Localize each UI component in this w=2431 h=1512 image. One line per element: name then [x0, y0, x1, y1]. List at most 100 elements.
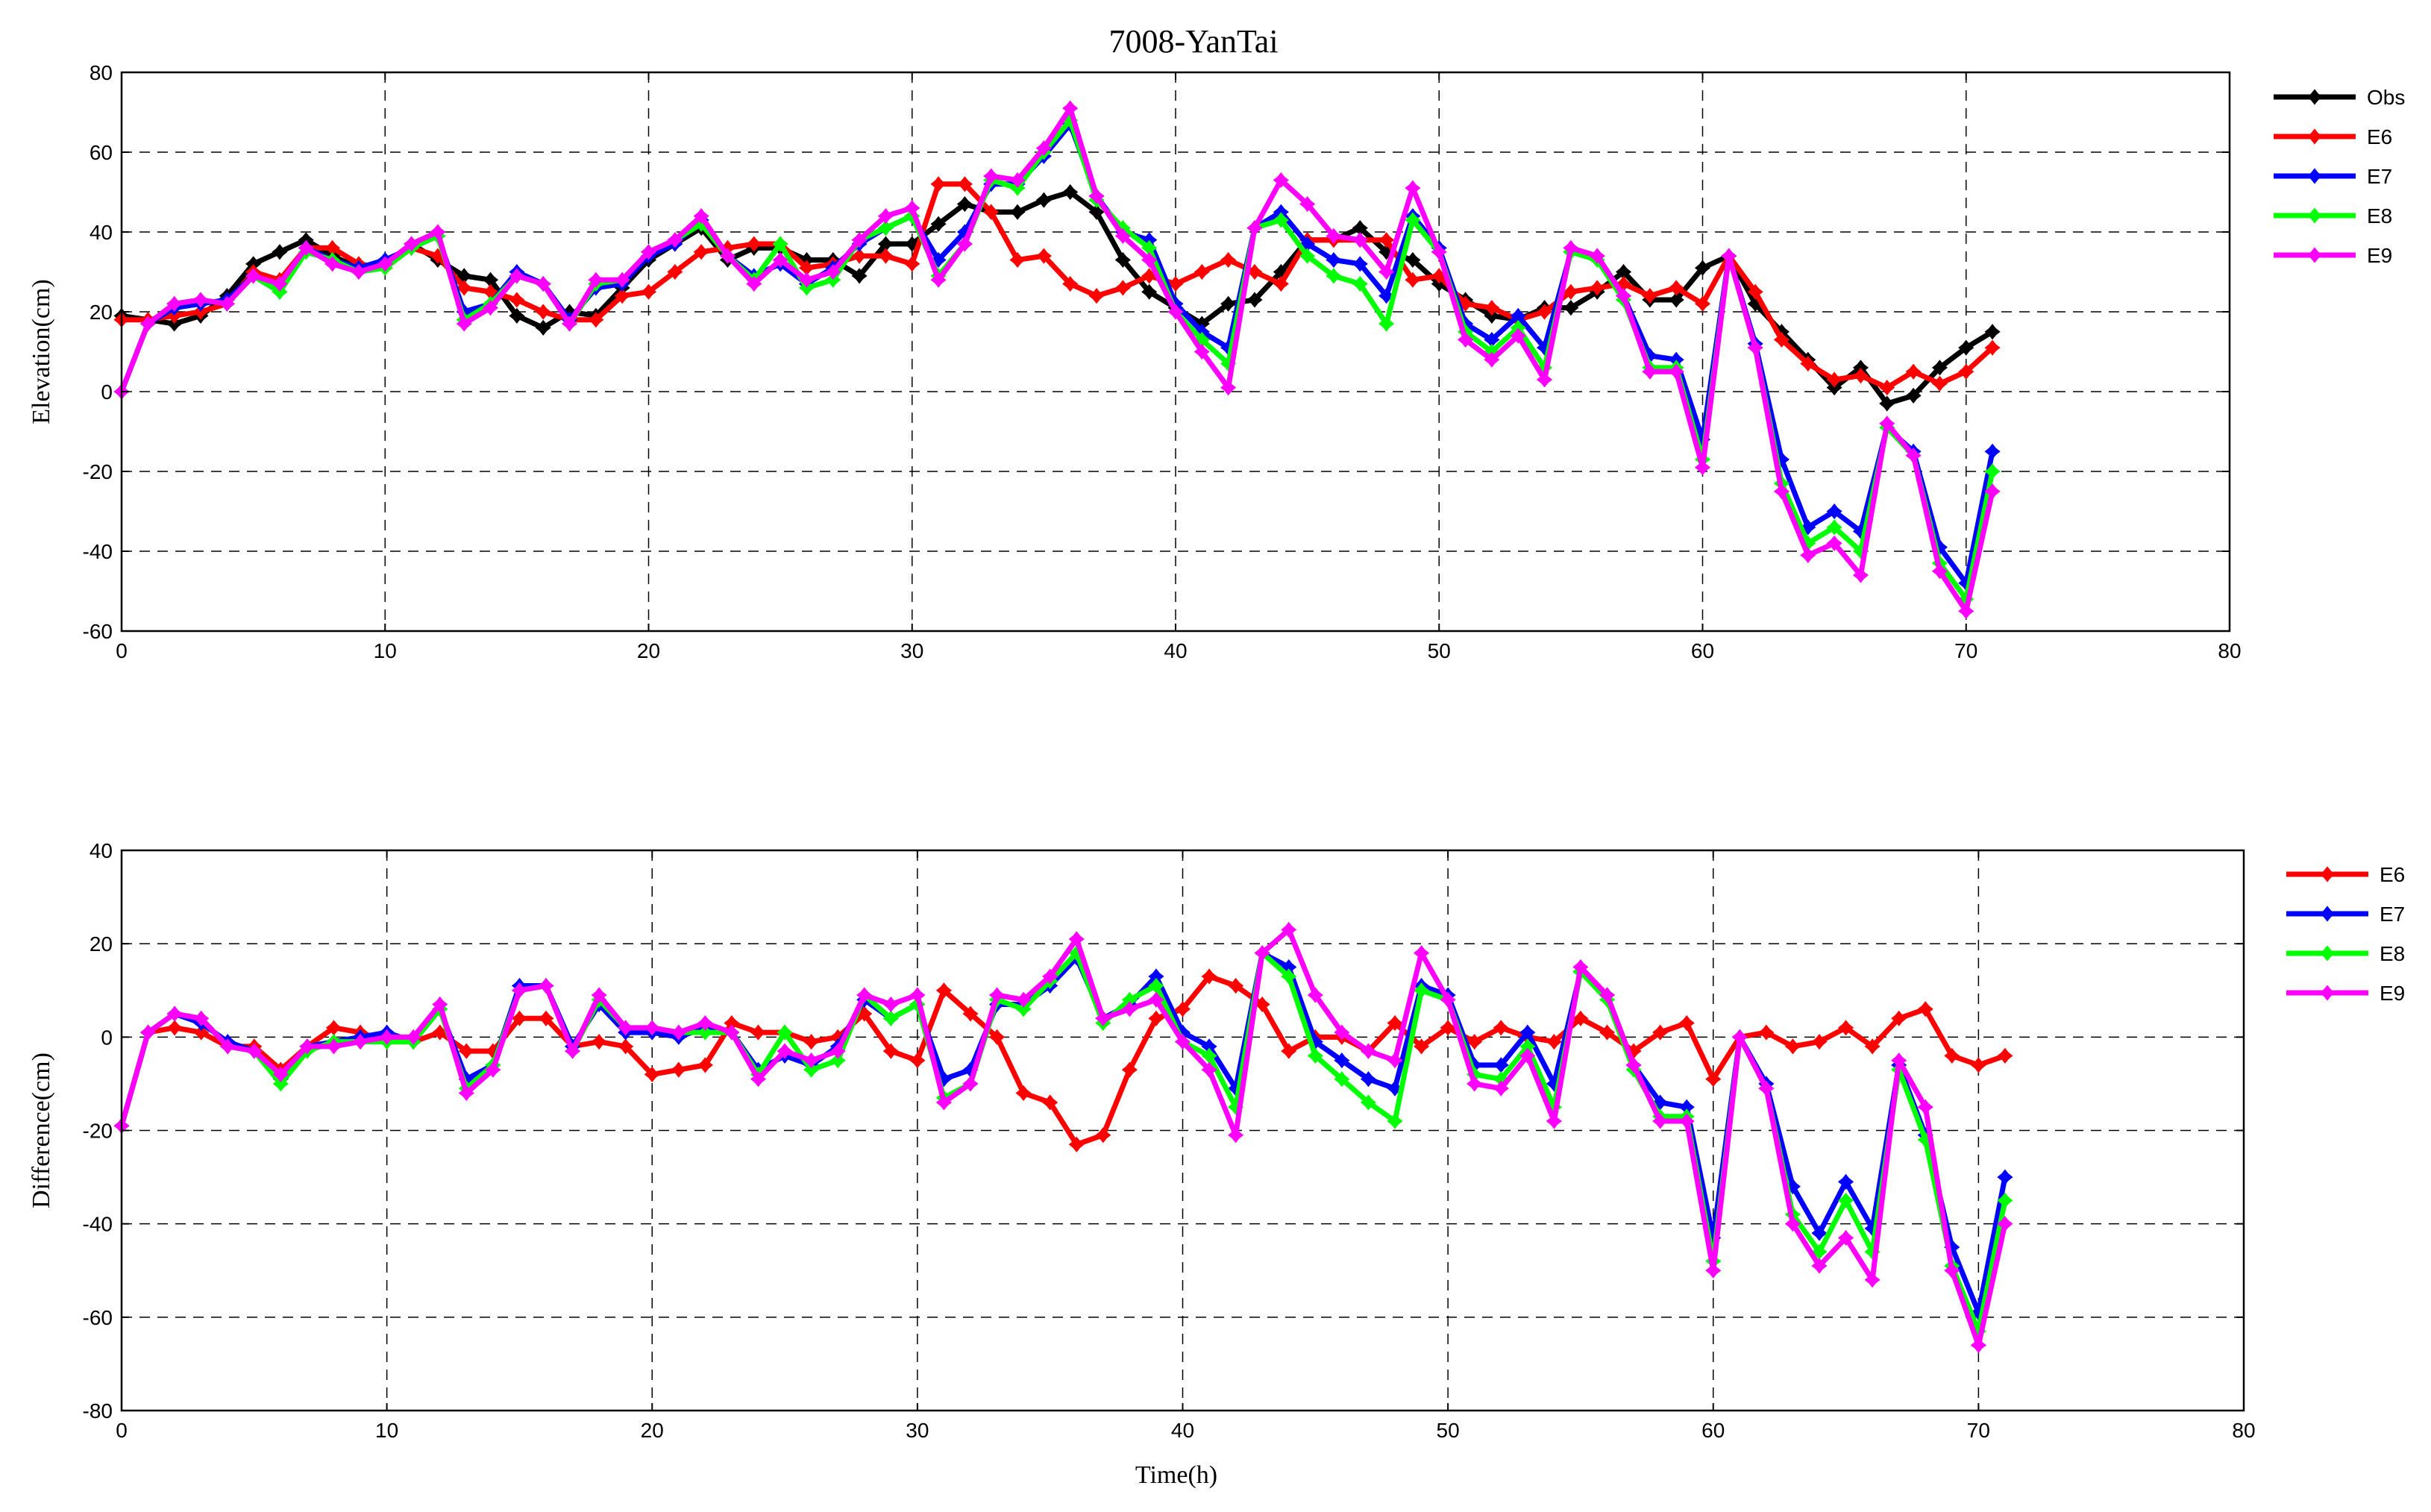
- data-point-e9: [351, 263, 367, 280]
- data-point-e6: [1747, 283, 1763, 300]
- data-point-e6: [1114, 280, 1131, 296]
- data-point-e9: [166, 1006, 183, 1022]
- data-point-e6: [750, 1024, 767, 1041]
- data-point-e9: [1705, 1262, 1722, 1279]
- data-point-e6: [1864, 1038, 1881, 1055]
- data-point-e6: [1784, 1038, 1801, 1055]
- data-point-e6: [1484, 300, 1500, 316]
- data-point-e9: [538, 977, 554, 994]
- data-point-e9: [166, 295, 183, 312]
- data-point-e6: [882, 1043, 899, 1059]
- y-tick-label: -60: [83, 620, 113, 643]
- data-point-e9: [405, 1029, 421, 1045]
- data-point-e6: [1563, 283, 1579, 300]
- data-point-e9: [432, 996, 448, 1013]
- legend-marker: [2306, 207, 2323, 224]
- data-point-e6: [1042, 1094, 1058, 1111]
- data-point-e9: [1826, 535, 1842, 551]
- data-point-obs: [1563, 300, 1579, 316]
- data-point-e6: [1457, 295, 1474, 312]
- data-point-e9: [1148, 991, 1164, 1008]
- data-point-e6: [1984, 339, 2001, 356]
- data-point-obs: [930, 216, 947, 232]
- data-point-e9: [614, 272, 630, 288]
- data-point-e8: [1360, 1094, 1377, 1111]
- legend-label: E9: [2367, 244, 2392, 267]
- data-point-e9: [485, 1061, 501, 1078]
- data-point-e9: [245, 268, 262, 284]
- legend-item-e9: E9: [2286, 982, 2405, 1005]
- data-point-e6: [1970, 1057, 1986, 1073]
- x-tick-label: 20: [641, 1419, 664, 1442]
- data-point-e6: [1413, 1038, 1430, 1055]
- data-point-obs: [1905, 387, 1922, 404]
- data-point-e9: [1246, 220, 1263, 236]
- data-point-e6: [1088, 287, 1105, 304]
- legend: Obs E6 E7 E8 E9: [2274, 86, 2405, 267]
- data-point-e9: [693, 207, 709, 225]
- data-point-e7: [1652, 1094, 1669, 1111]
- data-point-e7: [1510, 307, 1526, 324]
- data-point-e9: [219, 295, 235, 312]
- data-point-obs: [1088, 204, 1105, 220]
- data-point-e9: [882, 996, 899, 1013]
- legend-marker: [2319, 985, 2336, 1001]
- data-point-e6: [325, 1020, 342, 1036]
- data-point-e7: [1997, 1169, 2013, 1185]
- data-point-e8: [1352, 275, 1368, 292]
- data-point-e6: [1281, 1043, 1297, 1059]
- data-point-obs: [1931, 360, 1948, 376]
- data-point-e8: [1326, 268, 1342, 284]
- data-point-e9: [1062, 100, 1079, 116]
- data-point-e6: [1944, 1047, 1960, 1064]
- y-tick-label: -20: [83, 1120, 113, 1143]
- data-point-e6: [746, 236, 762, 252]
- data-point-obs: [456, 268, 472, 284]
- data-point-e7: [1493, 1057, 1509, 1073]
- data-point-obs: [1958, 339, 1974, 356]
- x-tick-label: 30: [900, 639, 923, 662]
- data-point-e6: [1220, 251, 1237, 269]
- data-point-e9: [1360, 1043, 1377, 1059]
- data-point-e6: [1931, 375, 1948, 392]
- x-tick-label: 10: [375, 1419, 398, 1442]
- data-point-e6: [644, 1066, 660, 1083]
- data-point-e7: [1800, 519, 1816, 536]
- x-tick-label: 80: [2218, 639, 2241, 662]
- legend-item-e8: E8: [2286, 942, 2405, 965]
- difference-panel: 0 10 20 30 40 50 60 70 80 -80 -60 -40 -20 0 20 40 Differ…: [28, 839, 2405, 1442]
- data-point-e6: [667, 263, 683, 280]
- data-point-e6: [930, 176, 947, 192]
- series-line-e9: [119, 926, 2008, 1348]
- data-point-e8: [1864, 1243, 1881, 1260]
- data-point-e6: [1378, 232, 1395, 248]
- data-point-obs: [1405, 251, 1421, 269]
- data-point-e9: [272, 275, 288, 292]
- data-point-obs: [1615, 263, 1632, 280]
- data-point-obs: [956, 195, 973, 213]
- y-tick-label: 0: [101, 1026, 113, 1049]
- data-point-e9: [1519, 1047, 1536, 1064]
- data-point-e6: [1246, 263, 1263, 280]
- legend-label: E8: [2367, 204, 2392, 228]
- data-point-obs: [851, 268, 868, 284]
- data-point-e9: [904, 200, 920, 216]
- data-point-e9: [1758, 1080, 1775, 1097]
- data-point-e6: [1826, 371, 1842, 388]
- data-point-e7: [930, 251, 947, 269]
- data-point-e6: [1668, 280, 1684, 296]
- data-point-e6: [983, 204, 1000, 220]
- data-point-e9: [1220, 380, 1237, 396]
- data-point-e9: [1615, 287, 1632, 304]
- legend-label: E6: [2367, 125, 2392, 148]
- data-point-e9: [377, 256, 393, 272]
- legend-label: E7: [2367, 165, 2392, 188]
- y-tick-label: 80: [90, 61, 113, 84]
- data-point-e9: [1536, 371, 1553, 388]
- data-point-e9: [1467, 1076, 1483, 1092]
- data-point-e9: [458, 1085, 474, 1102]
- chart-title: 7008-YanTai: [1108, 23, 1278, 60]
- data-point-e6: [1958, 363, 1974, 380]
- x-tick-label: 20: [637, 639, 660, 662]
